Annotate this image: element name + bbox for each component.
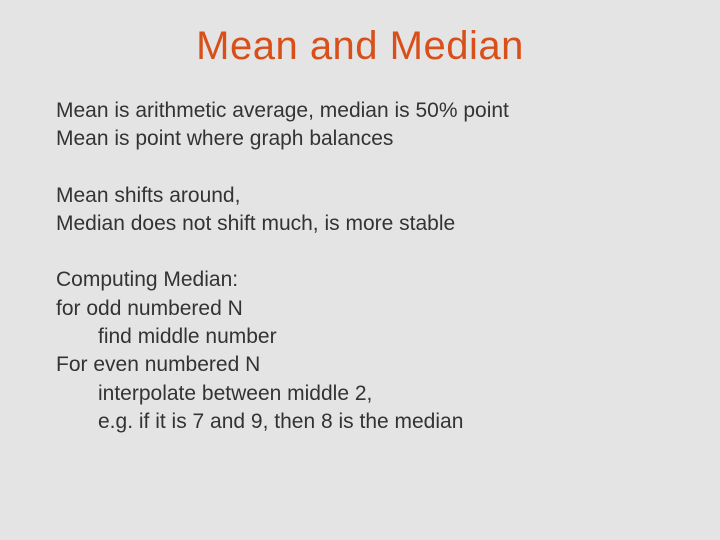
paragraph-2: Mean shifts around, Median does not shif… (56, 182, 664, 239)
text-line: For even numbered N (56, 351, 664, 379)
slide-title: Mean and Median (56, 24, 664, 69)
slide: Mean and Median Mean is arithmetic avera… (0, 0, 720, 540)
text-line-indented: e.g. if it is 7 and 9, then 8 is the med… (56, 408, 664, 436)
slide-body: Mean is arithmetic average, median is 50… (56, 97, 664, 436)
text-line: Mean is arithmetic average, median is 50… (56, 97, 664, 125)
text-line: Mean is point where graph balances (56, 125, 664, 153)
paragraph-1: Mean is arithmetic average, median is 50… (56, 97, 664, 154)
text-line: Computing Median: (56, 266, 664, 294)
text-line-indented: interpolate between middle 2, (56, 380, 664, 408)
text-line: for odd numbered N (56, 295, 664, 323)
text-line: Median does not shift much, is more stab… (56, 210, 664, 238)
text-line: Mean shifts around, (56, 182, 664, 210)
text-line-indented: find middle number (56, 323, 664, 351)
paragraph-3: Computing Median: for odd numbered N fin… (56, 266, 664, 436)
